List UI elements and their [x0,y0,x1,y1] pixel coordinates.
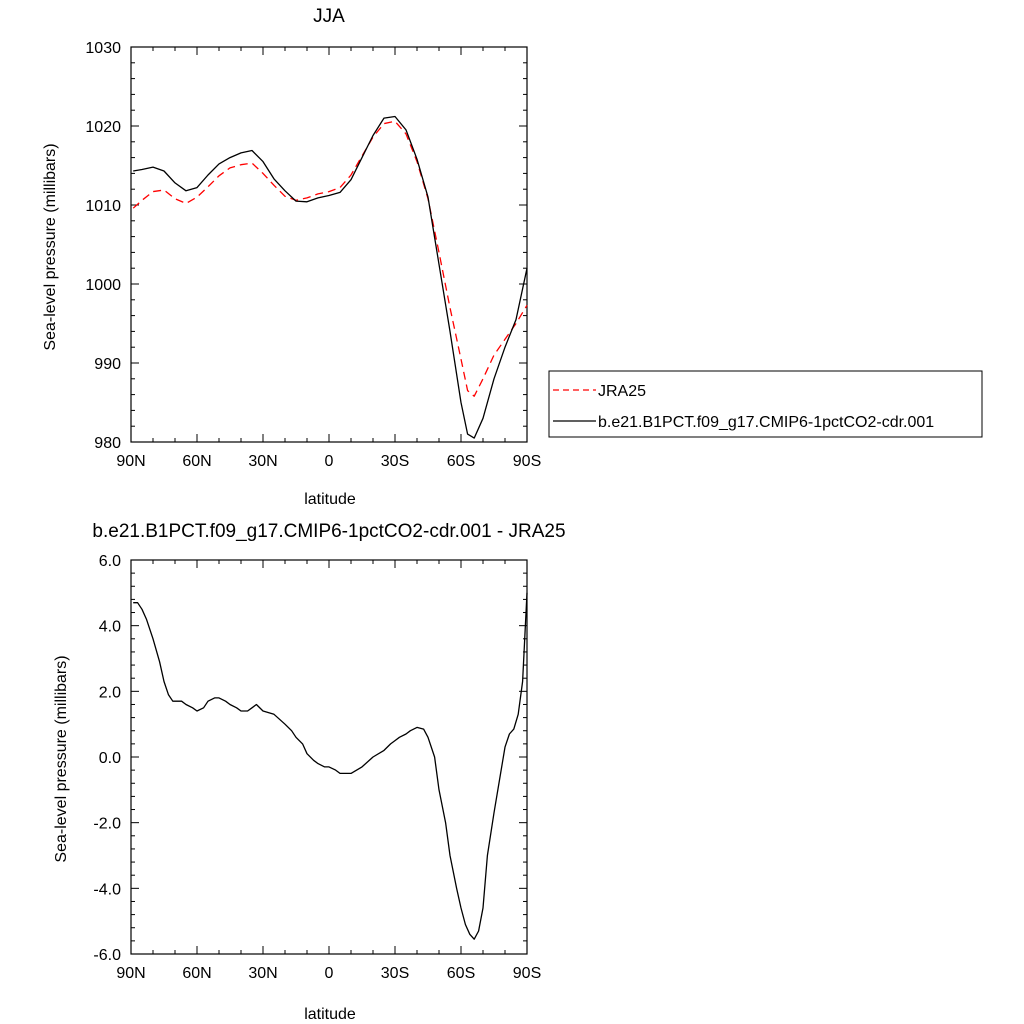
top-plot-frame [130,46,528,443]
bottom-x-tick-label: 30N [248,965,277,982]
bottom-y-tick-label: 2.0 [99,684,121,701]
legend-label-jra25: JRA25 [598,383,646,400]
top-x-tick-label: 90S [513,453,541,470]
bottom-plot-area: 90N 60N 30N 0 30S 60S 90S -6.0 -4.0 -2.0 0.0 2.0 4.0… [93,553,541,982]
top-x-tick-label: 60S [447,453,475,470]
top-x-tick-label: 30N [248,453,277,470]
bottom-y-tick-label: 6.0 [99,553,121,570]
top-y-axis-label: Sea-level pressure (millibars) [42,143,59,350]
top-y-tick-label: 1010 [85,198,121,215]
bottom-series-line-difference [133,592,528,940]
legend-label-model: b.e21.B1PCT.f09_g17.CMIP6-1pctCO2-cdr.00… [598,414,934,431]
bottom-y-tick-label: 0.0 [99,750,121,767]
top-series-line-jra25 [132,120,528,397]
bottom-x-tick-label: 0 [325,965,334,982]
top-x-tick-label: 90N [116,453,145,470]
legend-box [548,370,983,438]
bottom-x-tick-label: 90S [513,965,541,982]
bottom-x-axis-label: latitude [304,1006,356,1023]
top-x-tick-label: 0 [325,453,334,470]
bottom-x-tick-label: 60N [182,965,211,982]
top-y-tick-label: 1020 [85,119,121,136]
bottom-y-tick-label: -4.0 [93,881,121,898]
top-panel: JJA Sea-level pressure (millibars) latit… [42,6,541,508]
top-x-axis-label: latitude [304,491,356,508]
top-x-tick-label: 60N [182,453,211,470]
top-plot-area: 90N 60N 30N 0 30S 60S 90S 980 990 1000 1010 1020 103… [85,40,541,470]
top-series-line-b-e21-b1pct-f09-g17-cmip [133,115,528,439]
top-y-tick-label: 1030 [85,40,121,57]
bottom-panel: b.e21.B1PCT.f09_g17.CMIP6-1pctCO2-cdr.00… [53,521,566,1023]
bottom-x-tick-label: 30S [381,965,409,982]
top-y-tick-label: 1000 [85,277,121,294]
bottom-x-tick-label: 90N [116,965,145,982]
bottom-y-tick-label: -6.0 [93,947,121,964]
bottom-chart-title: b.e21.B1PCT.f09_g17.CMIP6-1pctCO2-cdr.00… [92,521,565,542]
top-x-tick-label: 30S [381,453,409,470]
bottom-y-tick-label: -2.0 [93,816,121,833]
bottom-x-tick-label: 60S [447,965,475,982]
top-y-tick-label: 990 [94,356,121,373]
top-chart-title: JJA [313,6,345,27]
bottom-y-axis-label: Sea-level pressure (millibars) [53,655,70,862]
bottom-plot-frame [130,559,528,955]
legend: JRA25 b.e21.B1PCT.f09_g17.CMIP6-1pctCO2-… [548,370,983,438]
bottom-y-tick-label: 4.0 [99,619,121,636]
top-y-tick-label: 980 [94,435,121,452]
